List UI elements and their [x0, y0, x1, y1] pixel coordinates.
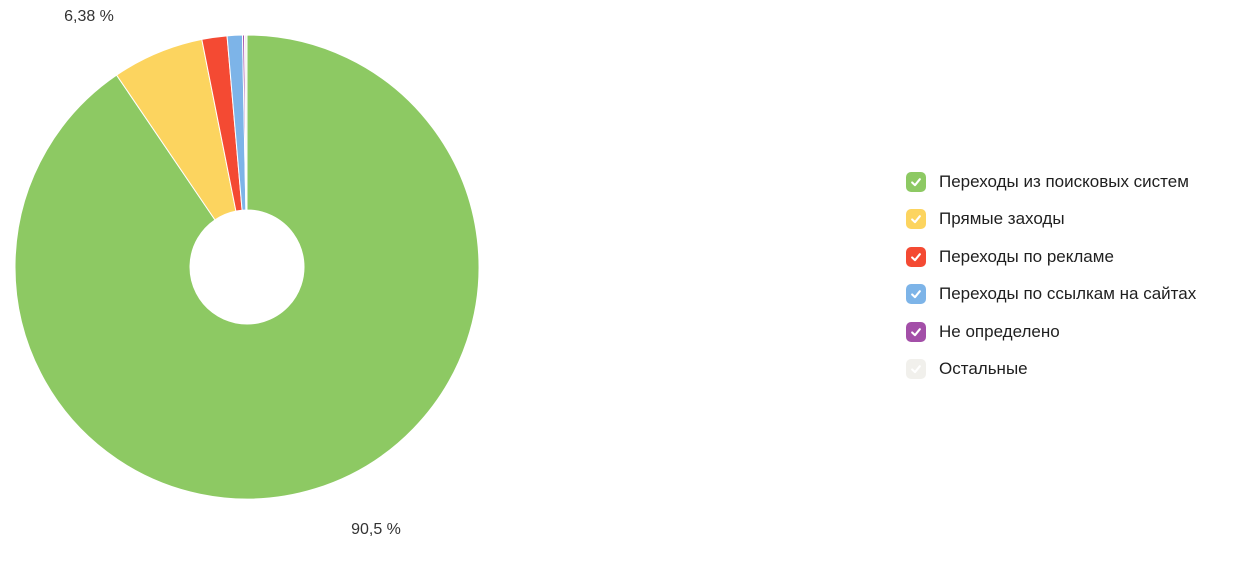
checkmark-icon	[911, 215, 921, 224]
checkmark-icon	[911, 365, 921, 374]
legend-item-2[interactable]: Переходы по рекламе	[906, 238, 1196, 276]
chart-legend: Переходы из поисковых систем Прямые заход…	[906, 163, 1196, 388]
pie-slice-5[interactable]	[244, 34, 248, 211]
legend-item-label: Остальные	[939, 359, 1028, 379]
legend-item-3[interactable]: Переходы по ссылкам на сайтах	[906, 276, 1196, 314]
legend-item-label: Переходы из поисковых систем	[939, 171, 1189, 191]
legend-item-5[interactable]: Остальные	[906, 351, 1196, 389]
slice-value-label-search-traffic: 90,5 %	[351, 521, 401, 538]
legend-item-0[interactable]: Переходы из поисковых систем	[906, 163, 1196, 201]
legend-checkbox-icon[interactable]	[906, 321, 926, 342]
checkmark-icon	[911, 252, 921, 261]
donut-chart	[14, 34, 480, 500]
pie-slice-0[interactable]	[14, 34, 480, 500]
checkmark-icon	[911, 177, 921, 186]
legend-item-label: Прямые заходы	[939, 209, 1065, 229]
legend-item-label: Переходы по ссылкам на сайтах	[939, 284, 1197, 304]
legend-item-label: Не определено	[939, 321, 1060, 341]
checkmark-icon	[911, 327, 921, 336]
legend-checkbox-icon[interactable]	[906, 171, 926, 192]
legend-item-label: Переходы по рекламе	[939, 246, 1114, 266]
legend-item-1[interactable]: Прямые заходы	[906, 201, 1196, 239]
legend-checkbox-icon[interactable]	[906, 246, 926, 267]
legend-item-4[interactable]: Не определено	[906, 313, 1196, 351]
legend-checkbox-icon[interactable]	[906, 209, 926, 230]
slice-value-label-direct-visits: 6,38 %	[64, 8, 114, 25]
legend-checkbox-icon[interactable]	[906, 284, 926, 305]
legend-checkbox-icon[interactable]	[906, 359, 926, 380]
checkmark-icon	[911, 290, 921, 299]
